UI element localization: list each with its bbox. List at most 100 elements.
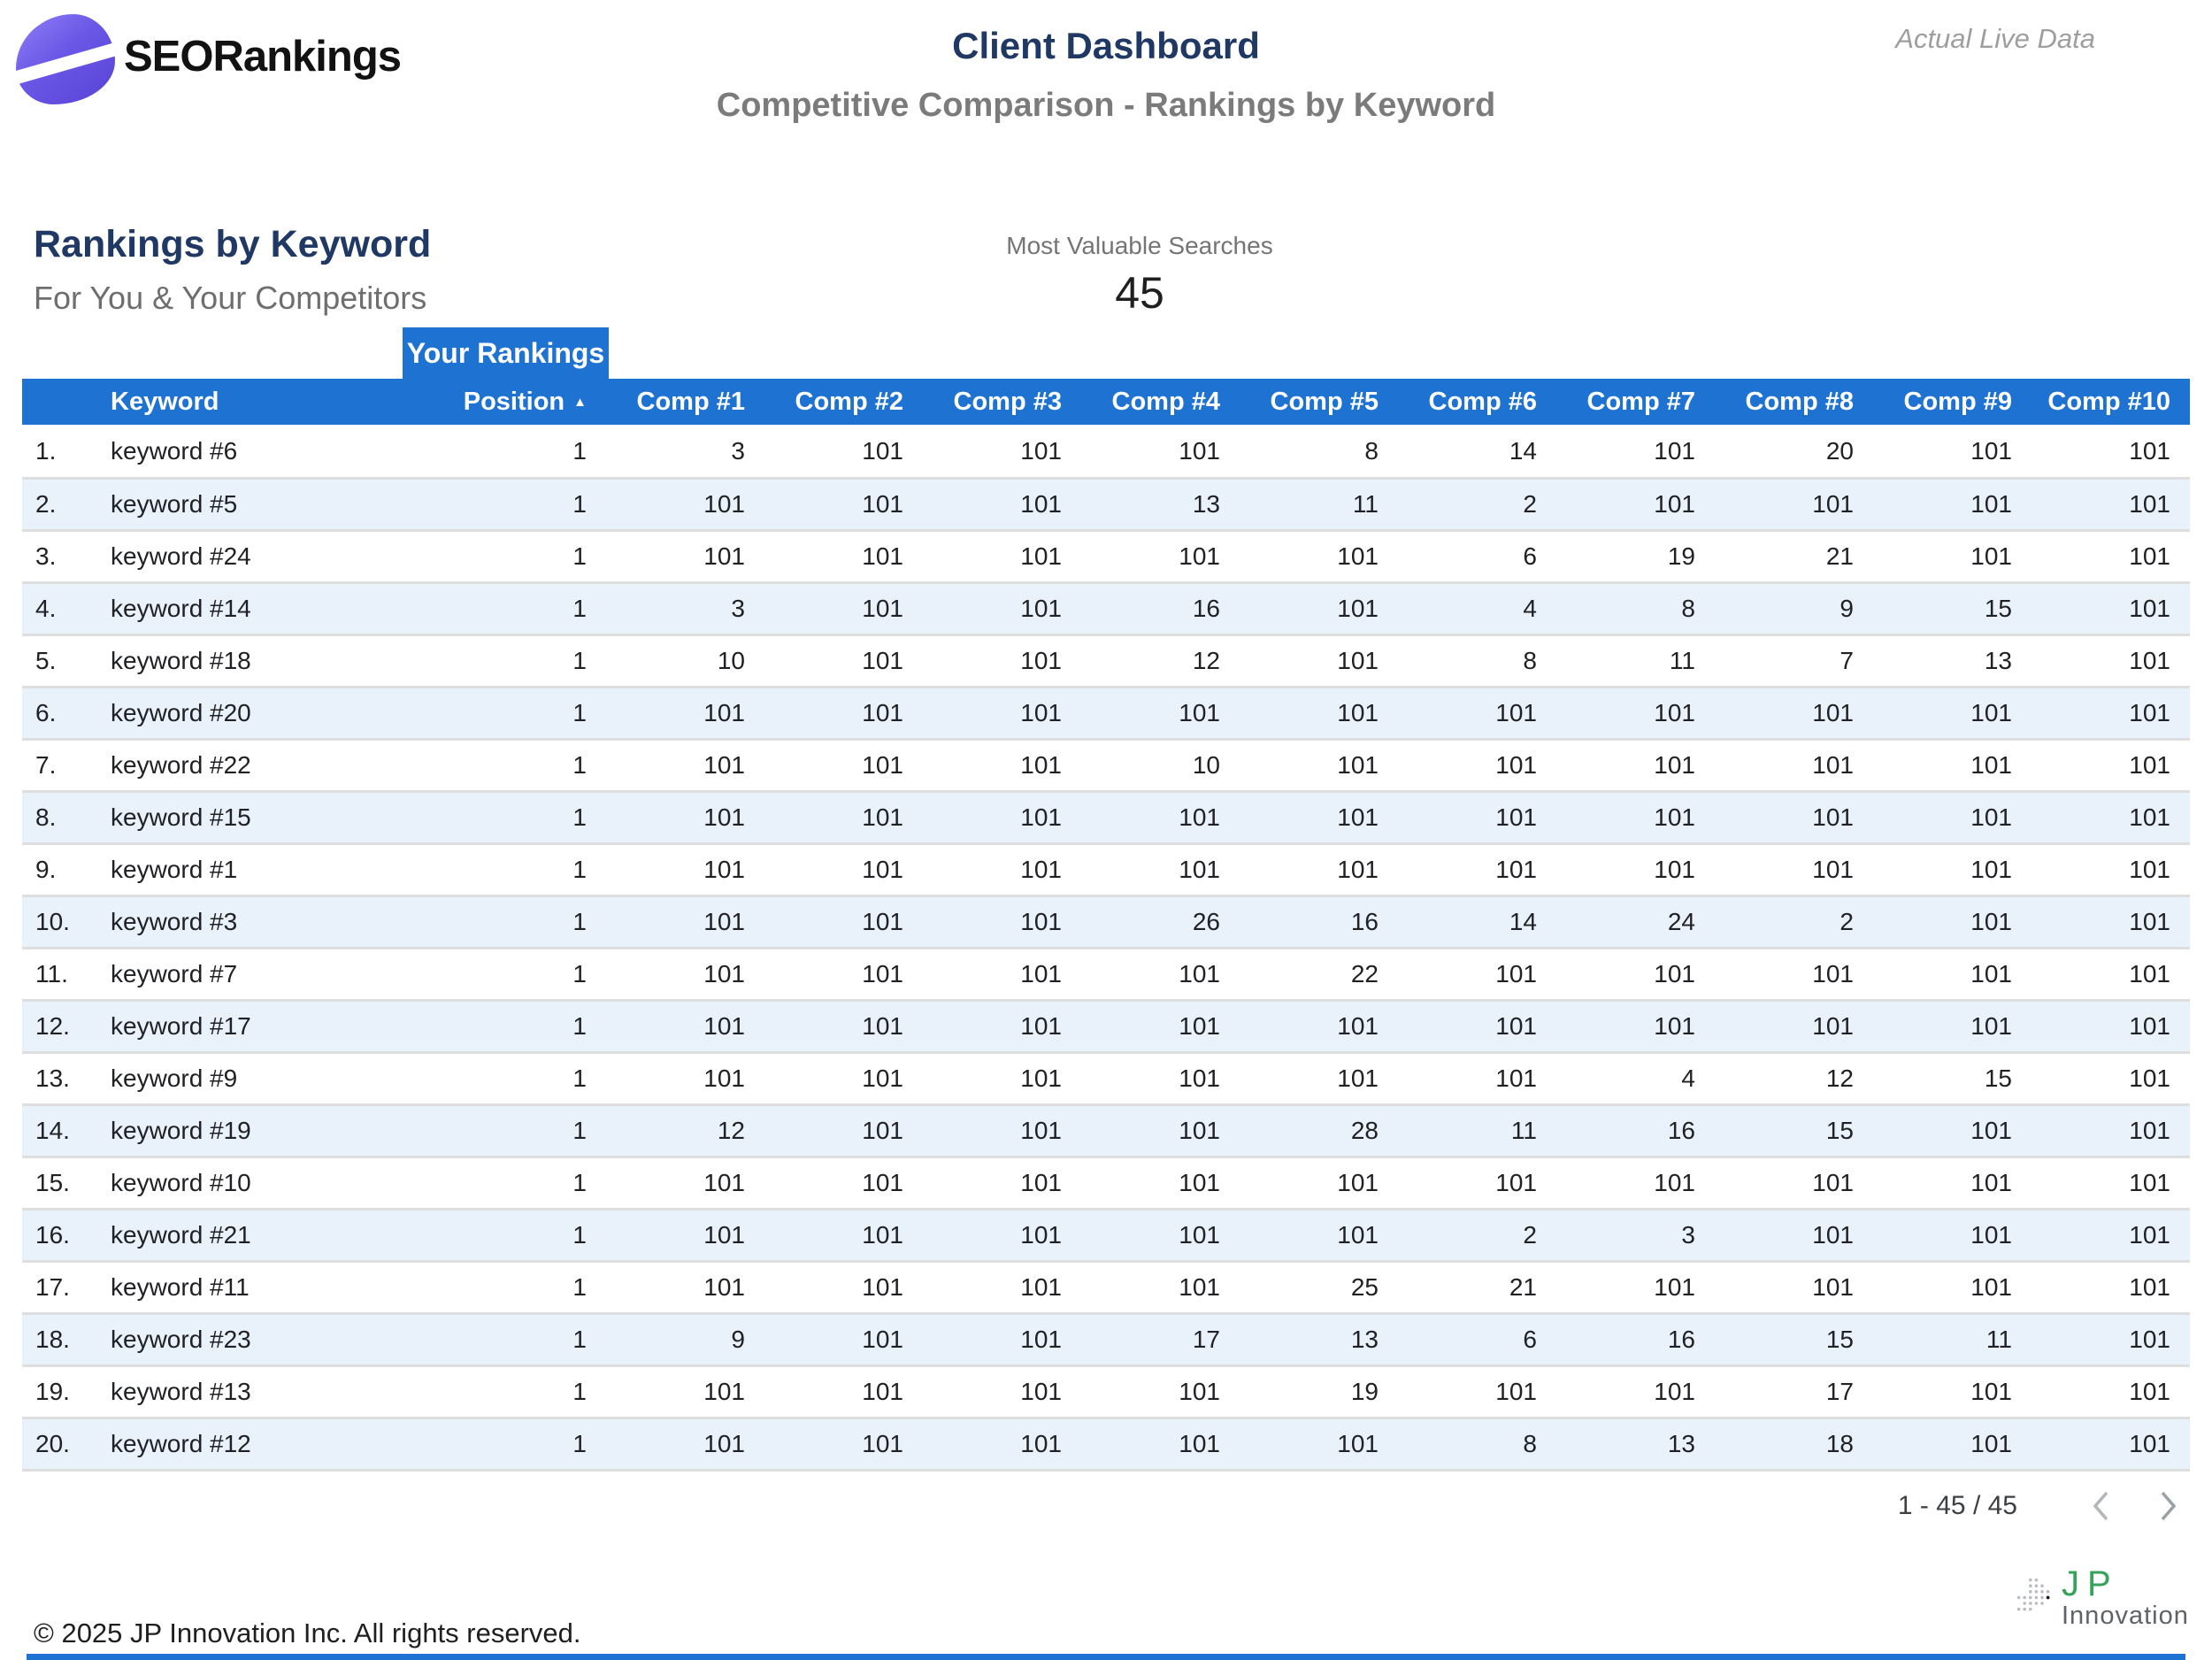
comp-1-cell: 101 bbox=[703, 856, 745, 883]
comp-7-cell: 101 bbox=[1654, 960, 1695, 988]
column-header-comp-5[interactable]: Comp #5 bbox=[1270, 387, 1379, 416]
comp-1-cell: 101 bbox=[703, 960, 745, 988]
comp-2-cell: 101 bbox=[862, 1169, 903, 1196]
comp-7-cell: 101 bbox=[1654, 699, 1695, 726]
comp-1-cell: 101 bbox=[703, 1378, 745, 1405]
section-subtitle: For You & Your Competitors bbox=[34, 280, 427, 316]
comp-2-cell: 101 bbox=[862, 1221, 903, 1249]
table-row: 14. keyword #19 1 12 101 101 101 28 11 16 15 101 101 bbox=[22, 1103, 2190, 1156]
table-row: 4. keyword #14 1 3 101 101 16 101 4 8 9 15 101 bbox=[22, 581, 2190, 634]
table-body: 1. keyword #6 1 3 101 101 101 8 14 101 20 101 101 2. k… bbox=[22, 425, 2190, 1472]
comp-3-cell: 101 bbox=[1020, 436, 1062, 465]
comp-3-cell: 101 bbox=[1020, 908, 1062, 935]
position-cell: 1 bbox=[572, 751, 587, 779]
comp-2-cell: 101 bbox=[862, 1064, 903, 1092]
position-cell: 1 bbox=[572, 1117, 587, 1144]
column-header-comp-8[interactable]: Comp #8 bbox=[1745, 387, 1854, 416]
comp-2-cell: 101 bbox=[862, 856, 903, 883]
row-index: 18. bbox=[35, 1326, 70, 1353]
comp-8-cell: 101 bbox=[1812, 699, 1854, 726]
comp-10-cell: 101 bbox=[2129, 856, 2170, 883]
comp-9-cell: 101 bbox=[1970, 1378, 2012, 1405]
column-header-keyword[interactable]: Keyword bbox=[111, 387, 219, 416]
comp-9-cell: 101 bbox=[1970, 908, 2012, 935]
comp-2-cell: 101 bbox=[862, 908, 903, 935]
comp-10-cell: 101 bbox=[2129, 908, 2170, 935]
page-subtitle: Competitive Comparison - Rankings by Key… bbox=[716, 87, 1496, 124]
comp-1-cell: 3 bbox=[731, 436, 745, 465]
comp-1-cell: 101 bbox=[703, 1012, 745, 1040]
row-index: 2. bbox=[35, 490, 57, 518]
comp-2-cell: 101 bbox=[862, 699, 903, 726]
comp-2-cell: 101 bbox=[862, 595, 903, 622]
comp-3-cell: 101 bbox=[1020, 1378, 1062, 1405]
column-header-comp-6[interactable]: Comp #6 bbox=[1428, 387, 1537, 416]
column-header-comp-1[interactable]: Comp #1 bbox=[636, 387, 745, 416]
comp-3-cell: 101 bbox=[1020, 647, 1062, 674]
comp-6-cell: 6 bbox=[1523, 542, 1537, 570]
comp-1-cell: 101 bbox=[703, 751, 745, 779]
comp-4-cell: 101 bbox=[1179, 542, 1220, 570]
comp-1-cell: 101 bbox=[703, 490, 745, 518]
comp-8-cell: 20 bbox=[1825, 436, 1854, 465]
comp-1-cell: 101 bbox=[703, 1221, 745, 1249]
comp-4-cell: 101 bbox=[1179, 1430, 1220, 1457]
comp-4-cell: 101 bbox=[1179, 1117, 1220, 1144]
position-cell: 1 bbox=[572, 542, 587, 570]
comp-7-cell: 101 bbox=[1654, 1012, 1695, 1040]
column-header-position[interactable]: Position ▲ bbox=[463, 387, 587, 416]
comp-7-cell: 101 bbox=[1654, 490, 1695, 518]
column-header-comp-10[interactable]: Comp #10 bbox=[2047, 387, 2170, 416]
column-header-comp-4[interactable]: Comp #4 bbox=[1111, 387, 1220, 416]
table-row: 3. keyword #24 1 101 101 101 101 101 6 19 21 101 101 bbox=[22, 529, 2190, 581]
comp-10-cell: 101 bbox=[2129, 1326, 2170, 1353]
page-title: Client Dashboard bbox=[952, 25, 1260, 66]
keyword-cell: keyword #21 bbox=[111, 1221, 251, 1249]
comp-9-cell: 101 bbox=[1970, 1117, 2012, 1144]
row-index: 3. bbox=[35, 542, 57, 570]
comp-2-cell: 101 bbox=[862, 1273, 903, 1301]
comp-3-cell: 101 bbox=[1020, 490, 1062, 518]
keyword-cell: keyword #5 bbox=[111, 490, 238, 518]
table-row: 9. keyword #1 1 101 101 101 101 101 101 101 101 101… bbox=[22, 842, 2190, 895]
comp-8-cell: 2 bbox=[1839, 908, 1854, 935]
pagination-range: 1 - 45 / 45 bbox=[1897, 1491, 2017, 1520]
comp-5-cell: 101 bbox=[1337, 1064, 1379, 1092]
tab-your-rankings[interactable]: Your Rankings bbox=[403, 327, 609, 379]
keyword-cell: keyword #17 bbox=[111, 1012, 251, 1040]
comp-2-cell: 101 bbox=[862, 1326, 903, 1353]
comp-4-cell: 101 bbox=[1179, 1221, 1220, 1249]
comp-5-cell: 19 bbox=[1350, 1378, 1379, 1405]
sort-ascending-icon: ▲ bbox=[573, 394, 587, 410]
brand-logo: SEORankings bbox=[4, 11, 402, 112]
comp-7-cell: 4 bbox=[1681, 1064, 1695, 1092]
comp-10-cell: 101 bbox=[2129, 1430, 2170, 1457]
comp-2-cell: 101 bbox=[862, 1430, 903, 1457]
row-index: 19. bbox=[35, 1378, 70, 1405]
row-index: 6. bbox=[35, 699, 57, 726]
column-header-comp-7[interactable]: Comp #7 bbox=[1586, 387, 1695, 416]
comp-10-cell: 101 bbox=[2129, 1012, 2170, 1040]
next-page-icon[interactable] bbox=[2146, 1487, 2190, 1526]
comp-9-cell: 15 bbox=[1984, 595, 2012, 622]
column-header-comp-2[interactable]: Comp #2 bbox=[795, 387, 903, 416]
comp-3-cell: 101 bbox=[1020, 1273, 1062, 1301]
comp-5-cell: 25 bbox=[1350, 1273, 1379, 1301]
column-header-comp-9[interactable]: Comp #9 bbox=[1903, 387, 2012, 416]
comp-3-cell: 101 bbox=[1020, 542, 1062, 570]
row-index: 11. bbox=[35, 960, 68, 988]
comp-8-cell: 9 bbox=[1839, 595, 1854, 622]
row-index: 16. bbox=[35, 1221, 70, 1249]
comp-7-cell: 101 bbox=[1654, 803, 1695, 831]
comp-9-cell: 13 bbox=[1984, 647, 2012, 674]
comp-4-cell: 101 bbox=[1179, 1012, 1220, 1040]
row-index: 20. bbox=[35, 1430, 70, 1457]
table-row: 17. keyword #11 1 101 101 101 101 25 21 101 101 101… bbox=[22, 1260, 2190, 1312]
comp-9-cell: 101 bbox=[1970, 490, 2012, 518]
brand-name: SEORankings bbox=[124, 33, 402, 81]
comp-5-cell: 101 bbox=[1337, 595, 1379, 622]
row-index: 9. bbox=[35, 856, 57, 883]
comp-3-cell: 101 bbox=[1020, 1326, 1062, 1353]
prev-page-icon[interactable] bbox=[2079, 1487, 2124, 1526]
column-header-comp-3[interactable]: Comp #3 bbox=[953, 387, 1062, 416]
